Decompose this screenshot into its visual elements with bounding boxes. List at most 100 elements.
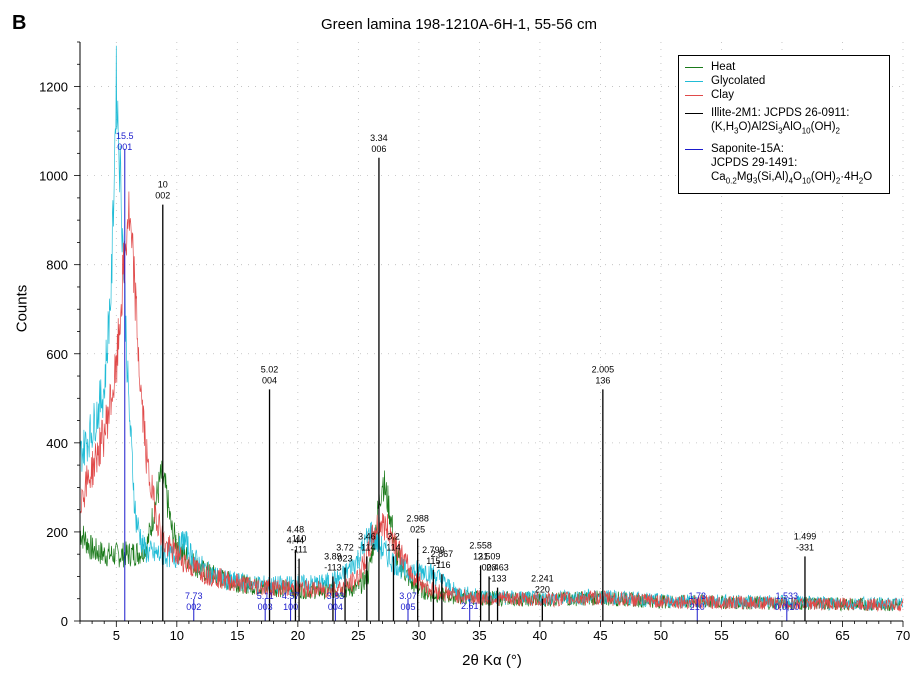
legend-entry-clay: Clay [685, 88, 883, 102]
legend-swatch-clay [685, 95, 703, 96]
x-tick-label: 30 [412, 628, 426, 643]
legend-label-heat: Heat [711, 61, 736, 73]
illite-peak-hkl-label: -116 [433, 560, 450, 570]
saponite-peak-d-label: 7.73 [185, 591, 203, 601]
legend-label-illite: Illite-2M1: JCPDS 26-0911: (K,H3O)Al2Si3… [711, 106, 883, 138]
x-axis-label: 2θ Kα (°) [462, 652, 522, 669]
y-tick-label: 1200 [39, 80, 68, 95]
legend: Heat Glycolated Clay Illite-2M1: JCPDS 2… [678, 55, 890, 194]
x-tick-label: 25 [351, 628, 365, 643]
saponite-peak-d-label: 1.533 [776, 591, 799, 601]
illite-peak-hkl-label: -113 [324, 562, 341, 572]
saponite-formula: Ca0.2Mg3(Si,Al)4O10(OH)2·4H2O [711, 171, 873, 186]
saponite-peak-hkl-label: 002 [186, 602, 201, 612]
illite-peak-hkl-label: -331 [796, 542, 814, 552]
illite-name: Illite-2M1: JCPDS 26-0911: [711, 107, 850, 119]
illite-peak-d-label: 2.799 [422, 545, 445, 555]
chart-title: Green lamina 198-1210A-6H-1, 55-56 cm [321, 16, 597, 33]
x-tick-label: 55 [714, 628, 728, 643]
y-tick-label: 400 [46, 436, 68, 451]
saponite-peak-hkl-label: 210 [690, 602, 705, 612]
saponite-peak-hkl-label: 003 [258, 602, 273, 612]
legend-swatch-saponite [685, 149, 703, 151]
illite-peak-hkl-label: 136 [595, 375, 610, 385]
illite-peak-hkl-label: 4.44 [287, 536, 305, 546]
illite-peak-hkl-label: 220 [535, 585, 550, 595]
illite-peak-hkl-label: 023 [338, 554, 353, 564]
legend-entry-saponite: Saponite-15A: JCPDS 29-1491: Ca0.2Mg3(Si… [685, 142, 883, 188]
illite-peak-hkl-label: 114 [386, 542, 400, 552]
legend-swatch-illite [685, 113, 703, 114]
illite-peak-hkl-label: 004 [262, 375, 277, 385]
x-tick-label: 15 [230, 628, 244, 643]
saponite-peak-hkl-label: 001 [117, 142, 132, 152]
illite-peak-hkl-label: 006 [371, 144, 386, 154]
x-tick-label: 65 [835, 628, 849, 643]
illite-peak-hkl-label: 131 [473, 551, 488, 561]
illite-peak-d-label: 1.499 [794, 531, 817, 541]
legend-swatch-glycolated [685, 81, 703, 82]
saponite-peak-d-label: 15.5 [116, 131, 134, 141]
y-tick-label: 800 [46, 258, 68, 273]
legend-label-saponite: Saponite-15A: JCPDS 29-1491: Ca0.2Mg3(Si… [711, 142, 883, 188]
legend-entry-heat: Heat [685, 60, 883, 74]
illite-peak-d-label: 3.2 [387, 531, 400, 541]
illite-peak-d-label: 2.241 [531, 574, 554, 584]
legend-entry-glycolated: Glycolated [685, 74, 883, 88]
saponite-peak-d-label: 3.07 [399, 591, 417, 601]
illite-peak-d-label: 2.558 [469, 540, 492, 550]
illite-peak-d-label: 3.34 [370, 133, 388, 143]
x-tick-label: 50 [654, 628, 668, 643]
illite-peak-hkl-label: -111 [291, 545, 308, 555]
illite-peak-hkl-label: 008 [482, 562, 497, 572]
saponite-peak-hkl-label: 100 [283, 602, 298, 612]
illite-peak-d-label: 4.48 [287, 525, 305, 535]
panel-label: B [12, 12, 27, 34]
illite-formula: (K,H3O)Al2Si3AlO10(OH)2 [711, 121, 840, 136]
y-tick-label: 0 [61, 614, 68, 629]
saponite-name-1: Saponite-15A: [711, 143, 784, 156]
series-heat [79, 460, 903, 612]
illite-peak-d-label: 3.72 [336, 543, 354, 553]
y-tick-label: 200 [46, 525, 68, 540]
illite-peak-d-label: 2.988 [406, 514, 429, 524]
x-tick-label: 35 [472, 628, 486, 643]
illite-peak-d-label: 10 [158, 180, 168, 190]
illite-peak-hkl-label: 115 [426, 556, 440, 566]
illite-peak-hkl-label: 002 [155, 191, 170, 201]
legend-label-clay: Clay [711, 89, 735, 101]
illite-peak-hkl-label: -114 [358, 542, 375, 552]
saponite-peak-hkl-label: 0,0,10 [774, 602, 799, 612]
x-tick-label: 10 [170, 628, 184, 643]
saponite-peak-d-label: 1.73 [688, 591, 706, 601]
legend-swatch-heat [685, 67, 703, 68]
x-tick-label: 20 [291, 628, 305, 643]
illite-peak-d-label: 2.005 [592, 364, 615, 374]
y-tick-label: 1000 [39, 169, 68, 184]
x-tick-label: 45 [593, 628, 607, 643]
illite-peak-d-label: 110 [292, 534, 306, 544]
saponite-name-2: JCPDS 29-1491: [711, 157, 798, 170]
illite-peak-d-label: 2.509 [478, 551, 501, 561]
saponite-peak-hkl-label: 005 [400, 602, 415, 612]
x-tick-label: 5 [113, 628, 120, 643]
y-axis-label: Counts [13, 284, 31, 333]
illite-peak-d-label: 3.89 [324, 551, 342, 561]
legend-entry-illite: Illite-2M1: JCPDS 26-0911: (K,H3O)Al2Si3… [685, 106, 883, 138]
saponite-peak-hkl-label: 004 [328, 602, 343, 612]
saponite-peak-d-label: 3.83 [327, 591, 345, 601]
illite-peak-hkl-label: -133 [489, 574, 507, 584]
saponite-peak-d-label: 5.11 [257, 591, 274, 601]
x-tick-label: 40 [533, 628, 547, 643]
x-tick-label: 70 [896, 628, 910, 643]
y-tick-label: 600 [46, 347, 68, 362]
saponite-peak-d-label: 2.61 [461, 601, 479, 611]
series-clay [79, 191, 904, 612]
illite-peak-d-label: 2.463 [486, 563, 509, 573]
illite-peak-d-label: 3.46 [358, 531, 376, 541]
illite-peak-d-label: 2.867 [431, 549, 454, 559]
legend-label-glycolated: Glycolated [711, 75, 766, 87]
x-tick-label: 60 [775, 628, 789, 643]
illite-peak-hkl-label: 025 [410, 525, 425, 535]
